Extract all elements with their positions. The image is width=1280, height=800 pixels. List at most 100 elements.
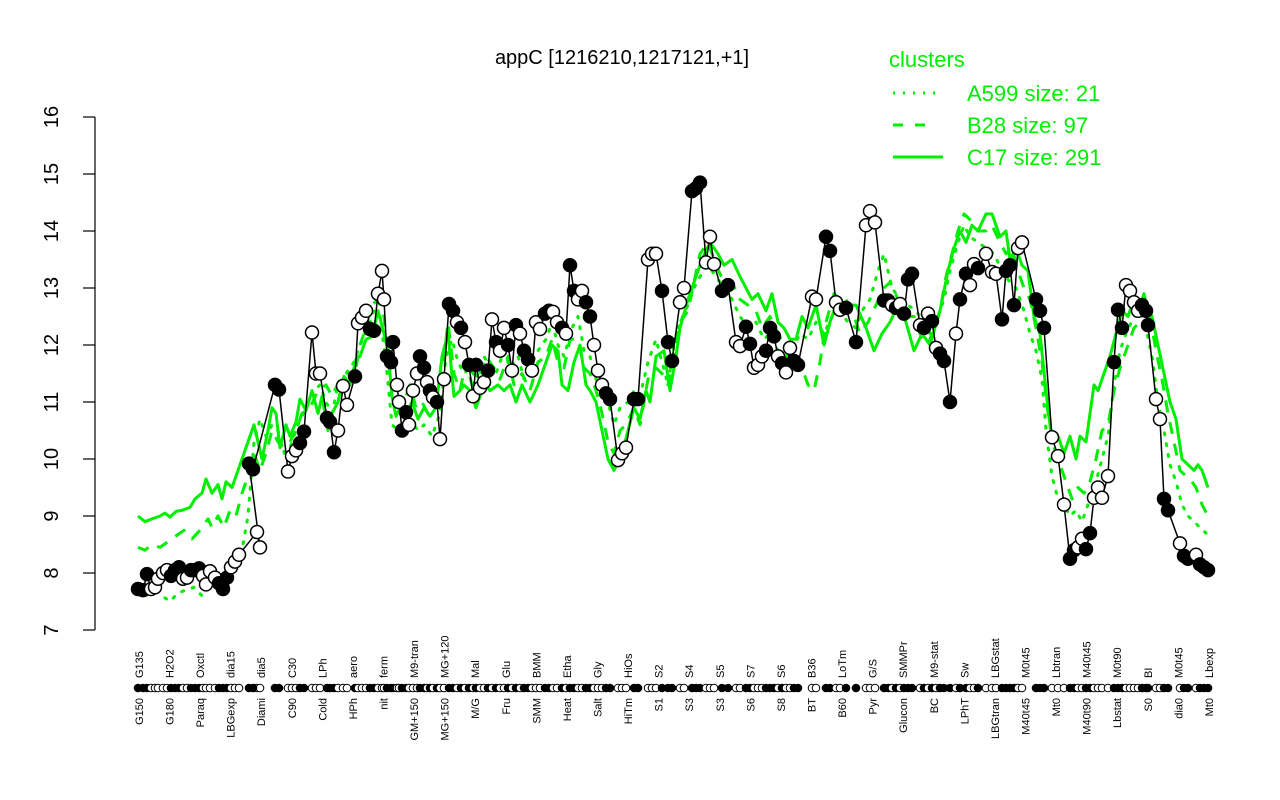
- x-category-label: MG+120: [440, 636, 452, 679]
- open-point: [702, 229, 718, 244]
- y-tick-label: 16: [41, 106, 63, 128]
- rug-marker: [621, 683, 631, 693]
- x-category-label: BT: [806, 698, 818, 712]
- rug-marker: [679, 683, 689, 693]
- open-point: [1056, 497, 1072, 512]
- x-category-label: Mt0: [1204, 698, 1216, 716]
- x-category-label: HPh: [348, 698, 360, 719]
- filled-point: [366, 323, 382, 339]
- x-category-label: dia5: [256, 657, 268, 678]
- open-point: [401, 417, 417, 433]
- open-point: [512, 326, 528, 341]
- legend-item-c17: C17 size: 291: [893, 145, 1102, 170]
- filled-point: [1160, 503, 1176, 518]
- filled-point: [766, 329, 782, 344]
- x-category-label: S0: [1143, 698, 1155, 711]
- filled-point: [936, 353, 952, 369]
- filled-point: [1006, 297, 1022, 313]
- x-category-label: GM+150: [409, 698, 421, 741]
- legend: clusters A599 size: 21 B28 size: 97 C17 …: [889, 47, 1102, 170]
- open-point: [339, 397, 355, 413]
- open-point: [389, 377, 405, 393]
- x-category-label: S1: [654, 698, 666, 711]
- x-category-label: C90: [287, 698, 299, 718]
- rug-marker: [841, 683, 851, 693]
- open-point: [706, 256, 722, 272]
- open-point: [374, 263, 390, 279]
- y-tick-label: 12: [41, 334, 63, 356]
- filled-point: [1106, 354, 1122, 370]
- x-labels-top: G135 H2O2 Oxctl dia15 dia5 C30 LPh aero ferm M9-t…: [134, 636, 1216, 679]
- open-point: [1014, 235, 1030, 250]
- rug-marker: [667, 683, 677, 693]
- x-category-label: nit: [378, 698, 390, 710]
- x-category-label: Lbstat: [1112, 698, 1124, 728]
- x-category-label: S6: [776, 665, 788, 678]
- open-point: [558, 326, 574, 341]
- rug-marker: [299, 683, 309, 693]
- filled-point: [952, 292, 968, 307]
- open-point: [782, 340, 798, 356]
- open-point: [304, 325, 320, 340]
- filled-point: [994, 312, 1010, 327]
- x-category-label: S5: [715, 665, 727, 678]
- filled-point: [347, 369, 363, 384]
- chart-title: appC [1216210,1217121,+1]: [495, 47, 749, 69]
- legend-title: clusters: [889, 47, 965, 72]
- open-point: [648, 246, 664, 262]
- legend-item-b28: B28 size: 97: [893, 113, 1088, 138]
- open-point: [391, 394, 407, 410]
- legend-label: B28 size: 97: [967, 113, 1088, 138]
- open-point: [249, 524, 265, 540]
- x-category-label: S4: [684, 665, 696, 678]
- filled-point: [664, 353, 680, 369]
- open-point: [335, 378, 351, 394]
- open-point: [1172, 536, 1188, 551]
- open-point: [231, 547, 247, 563]
- x-category-label: LPh: [317, 658, 329, 678]
- rug-marker: [709, 683, 719, 693]
- x-category-label: M40t45: [1020, 698, 1032, 735]
- rug-marker: [1017, 683, 1027, 693]
- x-category-label: LBGtran: [990, 698, 1002, 739]
- x-category-label: B36: [806, 658, 818, 678]
- rug-marker: [723, 683, 733, 693]
- rug-marker: [1203, 683, 1213, 693]
- filled-point: [660, 334, 676, 350]
- x-category-label: S2: [654, 665, 666, 678]
- y-tick-label: 11: [41, 392, 63, 413]
- x-category-label: SMMPr: [898, 641, 910, 678]
- x-category-label: M/G: [470, 698, 482, 719]
- y-tick-label: 15: [41, 163, 63, 185]
- x-category-label: Lbtran: [1051, 647, 1063, 678]
- filled-point: [602, 391, 618, 407]
- filled-point: [416, 360, 432, 376]
- x-category-label: HiOs: [623, 653, 635, 678]
- x-category-label: Gly: [592, 661, 604, 678]
- x-category-label: Paraq: [195, 698, 207, 727]
- x-category-label: Pyr: [868, 698, 880, 715]
- open-point: [676, 280, 692, 296]
- x-category-label: SMM: [531, 698, 543, 724]
- x-category-label: BI: [1143, 668, 1155, 678]
- open-point: [484, 312, 500, 327]
- rug-marker: [973, 683, 983, 693]
- open-point: [358, 303, 374, 319]
- x-category-label: Heat: [562, 698, 574, 721]
- x-category-label: ferm: [378, 656, 390, 678]
- x-category-label: Cold: [317, 698, 329, 721]
- open-point: [590, 363, 606, 378]
- x-category-label: B60: [837, 698, 849, 718]
- rug-marker: [605, 683, 615, 693]
- rug-marker: [633, 683, 643, 693]
- filled-point: [1200, 562, 1216, 578]
- open-point: [436, 371, 452, 387]
- x-category-label: Mal: [470, 660, 482, 678]
- open-point: [524, 363, 540, 378]
- x-category-label: S7: [745, 665, 757, 678]
- filled-point: [1002, 257, 1018, 273]
- filled-point: [271, 382, 287, 397]
- filled-point: [742, 336, 758, 352]
- x-category-label: G150: [134, 698, 146, 725]
- filled-point: [1138, 303, 1154, 319]
